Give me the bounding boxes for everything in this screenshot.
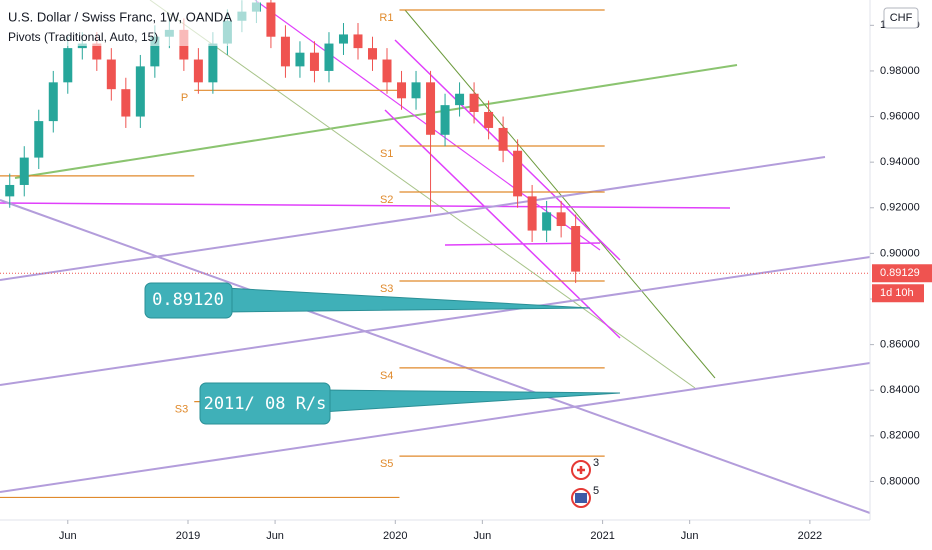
y-tick-label: 0.90000 xyxy=(880,247,920,259)
event-icon xyxy=(577,466,585,474)
x-tick-label: Jun xyxy=(473,530,491,542)
y-tick-label: 0.80000 xyxy=(880,475,920,487)
callout-box xyxy=(144,282,233,319)
pivot-label: S1 xyxy=(380,148,393,160)
x-tick-label: 2022 xyxy=(798,530,822,542)
x-tick-label: 2019 xyxy=(176,530,200,542)
candle-body xyxy=(266,2,276,37)
candle-body xyxy=(48,82,58,122)
candle-body xyxy=(324,43,334,71)
x-tick-label: 2020 xyxy=(383,530,407,542)
x-tick-label: Jun xyxy=(266,530,284,542)
pivot-label: S3 xyxy=(175,404,188,416)
candle-body xyxy=(484,111,494,128)
candle-body xyxy=(150,36,160,67)
callout: 2011/ 08 R/s xyxy=(199,382,621,425)
candle-body xyxy=(455,93,465,106)
candle-body xyxy=(19,157,29,185)
x-tick-label: 2021 xyxy=(590,530,614,542)
y-tick-label: 0.96000 xyxy=(880,110,920,122)
candle-body xyxy=(469,93,479,112)
y-tick-label: 0.94000 xyxy=(880,156,920,168)
pivot-label: P xyxy=(181,92,188,104)
last-price-label: 0.89129 xyxy=(880,267,920,279)
legend-bg xyxy=(0,0,260,46)
pivot-label: R1 xyxy=(379,12,393,24)
trend-line xyxy=(0,156,826,281)
y-tick-label: 0.84000 xyxy=(880,384,920,396)
candle-body xyxy=(5,184,15,197)
currency-label: CHF xyxy=(890,12,913,24)
candle-body xyxy=(542,212,552,231)
trend-line xyxy=(0,256,871,386)
trend-lines xyxy=(0,0,871,514)
y-tick-label: 0.86000 xyxy=(880,339,920,351)
candle-body xyxy=(193,59,203,83)
candle-body xyxy=(309,52,319,71)
candle-body xyxy=(513,150,523,197)
candle-body xyxy=(382,59,392,83)
indicator-label: Pivots (Traditional, Auto, 15) xyxy=(8,30,158,44)
event-count: 3 xyxy=(593,457,599,469)
countdown-box xyxy=(872,284,924,303)
candle-body xyxy=(280,36,290,67)
countdown-label: 1d 10h xyxy=(880,287,914,299)
trend-line xyxy=(0,202,731,209)
trend-line xyxy=(404,9,716,379)
candle-body xyxy=(411,82,421,99)
pivot-label: S5 xyxy=(380,458,393,470)
candle-body xyxy=(353,34,363,49)
candle-body xyxy=(34,121,44,158)
pivot-label: S4 xyxy=(380,370,393,382)
chart-title: U.S. Dollar / Swiss Franc, 1W, OANDA xyxy=(8,9,232,24)
candle-body xyxy=(527,196,537,231)
candle-body xyxy=(63,48,73,83)
callout-text: 2011/ 08 R/s xyxy=(204,394,327,414)
candle-body xyxy=(571,226,581,272)
y-tick-label: 0.92000 xyxy=(880,202,920,214)
callout-box xyxy=(199,382,331,425)
candle-body xyxy=(498,127,508,151)
candle-body xyxy=(397,82,407,99)
trend-line xyxy=(0,362,871,493)
event-icon xyxy=(575,493,587,503)
last-price-box xyxy=(872,264,932,283)
y-tick-label: 0.82000 xyxy=(880,430,920,442)
currency-box xyxy=(883,7,919,29)
callout-text: 0.89120 xyxy=(152,290,224,310)
pivot-label: S3 xyxy=(380,283,393,295)
candle-body xyxy=(556,212,566,227)
candle-body xyxy=(440,105,450,135)
x-tick-label: Jun xyxy=(59,530,77,542)
event-count: 5 xyxy=(593,485,599,497)
candle-body xyxy=(426,82,436,135)
candle-body xyxy=(121,89,131,117)
callout: 0.89120 xyxy=(144,282,591,319)
candle-body xyxy=(295,52,305,67)
x-tick-label: Jun xyxy=(681,530,699,542)
trend-line xyxy=(14,64,738,179)
y-tick-label: 0.98000 xyxy=(880,65,920,77)
candle-body xyxy=(208,43,218,83)
events: 3 5 xyxy=(571,457,599,508)
pivot-label: S2 xyxy=(380,194,393,206)
candle-body xyxy=(92,43,102,60)
candle-body xyxy=(338,34,348,44)
candle-body xyxy=(135,66,145,117)
candle-body xyxy=(368,48,378,60)
trend-line xyxy=(0,199,871,514)
candle-body xyxy=(106,59,116,90)
